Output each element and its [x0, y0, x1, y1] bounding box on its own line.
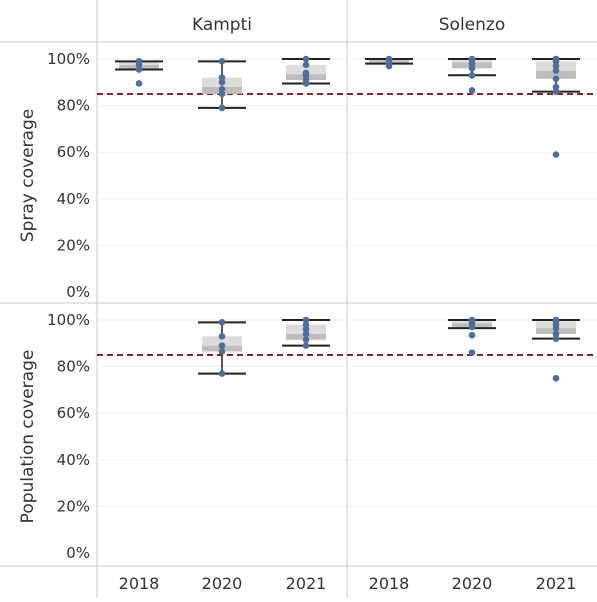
- data-point: [302, 326, 310, 333]
- x-tick-label: 2021: [286, 574, 327, 593]
- data-point: [218, 79, 226, 86]
- box-lower-half: [536, 70, 576, 79]
- row-axis-title: Population coverage: [18, 350, 38, 524]
- data-point: [468, 349, 476, 356]
- data-point: [552, 88, 560, 95]
- box-upper-half: [286, 64, 326, 75]
- column-header-solenzo: Solenzo: [439, 15, 505, 35]
- data-point: [218, 319, 226, 326]
- data-point: [468, 316, 476, 324]
- data-point: [385, 55, 393, 63]
- data-point: [468, 331, 476, 339]
- data-point: [218, 333, 226, 340]
- y-tick-label: 60%: [57, 143, 90, 161]
- data-point: [302, 316, 310, 324]
- data-point: [468, 72, 476, 79]
- data-point: [302, 55, 310, 63]
- y-tick-label: 100%: [47, 311, 90, 329]
- data-point: [218, 90, 226, 98]
- data-point: [552, 62, 560, 70]
- y-tick-label: 20%: [57, 236, 90, 254]
- y-tick-label: 40%: [57, 190, 90, 208]
- column-header-kampti: Kampti: [192, 15, 252, 35]
- data-point: [218, 348, 226, 355]
- y-tick-label: 40%: [57, 451, 90, 469]
- data-point: [552, 55, 560, 63]
- data-point: [468, 65, 476, 72]
- data-point: [135, 66, 143, 73]
- data-point: [302, 61, 310, 69]
- data-point: [552, 374, 560, 382]
- data-point: [468, 55, 476, 63]
- data-point: [552, 151, 560, 158]
- x-tick-label: 2018: [369, 574, 410, 593]
- y-tick-label: 100%: [47, 50, 90, 68]
- x-tick-label: 2018: [119, 574, 160, 593]
- data-point: [302, 330, 310, 338]
- data-point: [218, 342, 226, 349]
- box-upper-half: [202, 336, 242, 346]
- row-axis-title: Spray coverage: [18, 109, 38, 242]
- y-tick-label: 60%: [57, 404, 90, 422]
- data-point: [218, 58, 226, 65]
- data-point: [552, 67, 560, 74]
- data-point: [552, 75, 560, 83]
- y-tick-label: 80%: [57, 97, 90, 115]
- data-point: [302, 76, 310, 84]
- data-point: [552, 316, 560, 324]
- data-point: [552, 330, 560, 338]
- data-point: [135, 58, 143, 65]
- data-point: [302, 321, 310, 328]
- x-tick-label: 2021: [536, 574, 577, 593]
- data-point: [218, 74, 226, 81]
- y-tick-label: 0%: [66, 544, 90, 562]
- data-point: [302, 336, 310, 344]
- x-tick-label: 2020: [202, 574, 243, 593]
- y-tick-label: 20%: [57, 497, 90, 515]
- data-point: [218, 370, 226, 377]
- data-point: [552, 335, 560, 342]
- y-tick-label: 0%: [66, 283, 90, 301]
- data-point: [302, 342, 310, 349]
- y-tick-label: 80%: [57, 358, 90, 376]
- data-point: [552, 83, 560, 91]
- data-point: [135, 80, 143, 87]
- data-point: [218, 104, 226, 112]
- data-point: [218, 85, 226, 93]
- data-point: [302, 69, 310, 77]
- x-tick-label: 2020: [452, 574, 493, 593]
- data-point: [468, 87, 476, 94]
